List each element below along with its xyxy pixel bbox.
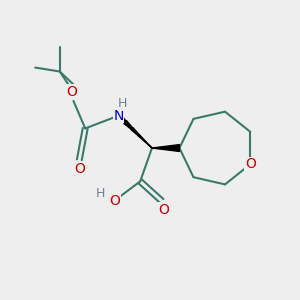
Text: O: O	[66, 85, 77, 99]
Polygon shape	[145, 141, 152, 148]
Polygon shape	[124, 121, 133, 129]
Text: H: H	[96, 187, 106, 200]
Polygon shape	[138, 134, 146, 142]
Text: O: O	[158, 203, 169, 217]
Text: O: O	[109, 194, 120, 208]
Polygon shape	[152, 145, 179, 152]
Text: N: N	[113, 109, 124, 123]
Polygon shape	[117, 114, 126, 123]
Text: H: H	[118, 98, 127, 110]
Text: O: O	[245, 157, 256, 171]
Text: O: O	[74, 162, 85, 176]
Polygon shape	[131, 128, 139, 136]
